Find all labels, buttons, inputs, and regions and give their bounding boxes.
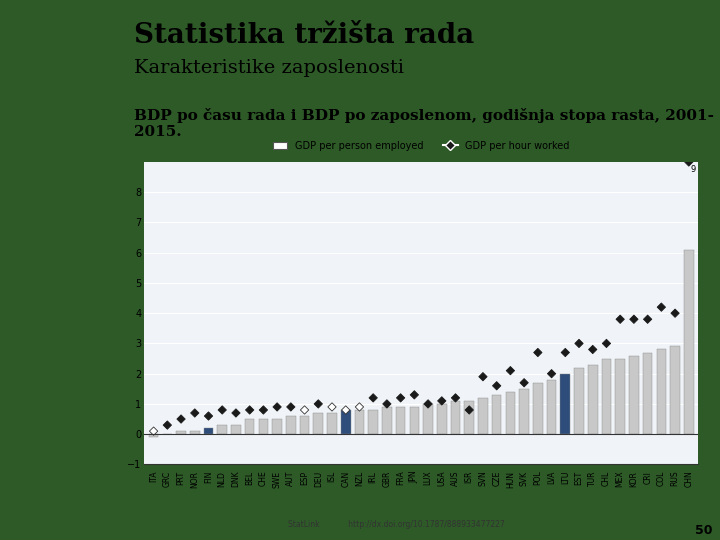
Point	[573, 339, 585, 348]
Point	[312, 400, 324, 408]
Bar	[670, 347, 680, 434]
Point	[244, 406, 256, 414]
Point	[354, 403, 365, 411]
Point	[230, 409, 242, 417]
Bar	[643, 353, 652, 434]
Text: BDP po času rada i BDP po zaposlenom, godišnja stopa rasta, 2001-
2015.: BDP po času rada i BDP po zaposlenom, go…	[135, 108, 714, 139]
Bar	[176, 431, 186, 434]
Bar	[533, 383, 543, 434]
Bar	[546, 380, 557, 434]
Bar	[437, 404, 446, 434]
Bar	[245, 419, 254, 434]
Bar	[560, 374, 570, 434]
Point	[670, 309, 681, 318]
Point	[381, 400, 392, 408]
Bar	[272, 419, 282, 434]
Point	[258, 406, 269, 414]
Bar	[602, 359, 611, 434]
Bar	[341, 410, 351, 434]
Bar	[217, 425, 227, 434]
Point	[326, 403, 338, 411]
Point	[656, 303, 667, 312]
Bar	[629, 355, 639, 434]
Bar	[369, 410, 378, 434]
Point	[285, 403, 297, 411]
Bar	[382, 407, 392, 434]
Point	[395, 394, 406, 402]
Bar	[451, 401, 460, 434]
Point	[683, 158, 695, 166]
Point	[614, 315, 626, 323]
Point	[436, 396, 448, 405]
Legend: GDP per person employed, GDP per hour worked: GDP per person employed, GDP per hour wo…	[269, 137, 574, 154]
Point	[464, 406, 475, 414]
Point	[175, 415, 186, 423]
Bar	[588, 364, 598, 434]
Text: 50: 50	[696, 524, 713, 537]
Bar	[657, 349, 666, 434]
Point	[408, 390, 420, 399]
Point	[340, 406, 351, 414]
Bar	[190, 431, 199, 434]
Bar	[616, 359, 625, 434]
Point	[559, 348, 571, 357]
Bar	[575, 368, 584, 434]
Text: 9: 9	[690, 165, 696, 174]
Bar	[204, 428, 213, 434]
Bar	[410, 407, 419, 434]
Bar	[258, 419, 268, 434]
Point	[367, 394, 379, 402]
Bar	[327, 413, 337, 434]
Bar	[464, 401, 474, 434]
Bar	[478, 398, 487, 434]
Bar	[684, 249, 693, 434]
Bar	[149, 434, 158, 437]
Point	[148, 427, 159, 435]
Bar	[492, 395, 501, 434]
Point	[600, 339, 612, 348]
Text: StatLink            http://dx.doi.org/10.1787/888933477227: StatLink http://dx.doi.org/10.1787/88893…	[287, 520, 505, 529]
Bar	[313, 413, 323, 434]
Bar	[286, 416, 296, 434]
Point	[450, 394, 462, 402]
Bar	[231, 425, 240, 434]
Point	[217, 406, 228, 414]
Bar	[505, 392, 516, 434]
Text: Statistika tržišta rada: Statistika tržišta rada	[135, 22, 474, 49]
Point	[491, 381, 503, 390]
Bar	[519, 389, 529, 434]
Point	[299, 406, 310, 414]
Point	[189, 409, 201, 417]
Point	[423, 400, 434, 408]
Point	[203, 411, 215, 420]
Bar	[355, 410, 364, 434]
Bar	[396, 407, 405, 434]
Point	[628, 315, 639, 323]
Point	[161, 421, 173, 429]
Point	[505, 366, 516, 375]
Bar	[423, 404, 433, 434]
Bar	[300, 416, 310, 434]
Text: Karakteristike zaposlenosti: Karakteristike zaposlenosti	[135, 59, 405, 77]
Point	[546, 369, 557, 378]
Point	[477, 373, 489, 381]
Point	[271, 403, 283, 411]
Point	[642, 315, 653, 323]
Point	[518, 379, 530, 387]
Point	[532, 348, 544, 357]
Point	[587, 345, 598, 354]
